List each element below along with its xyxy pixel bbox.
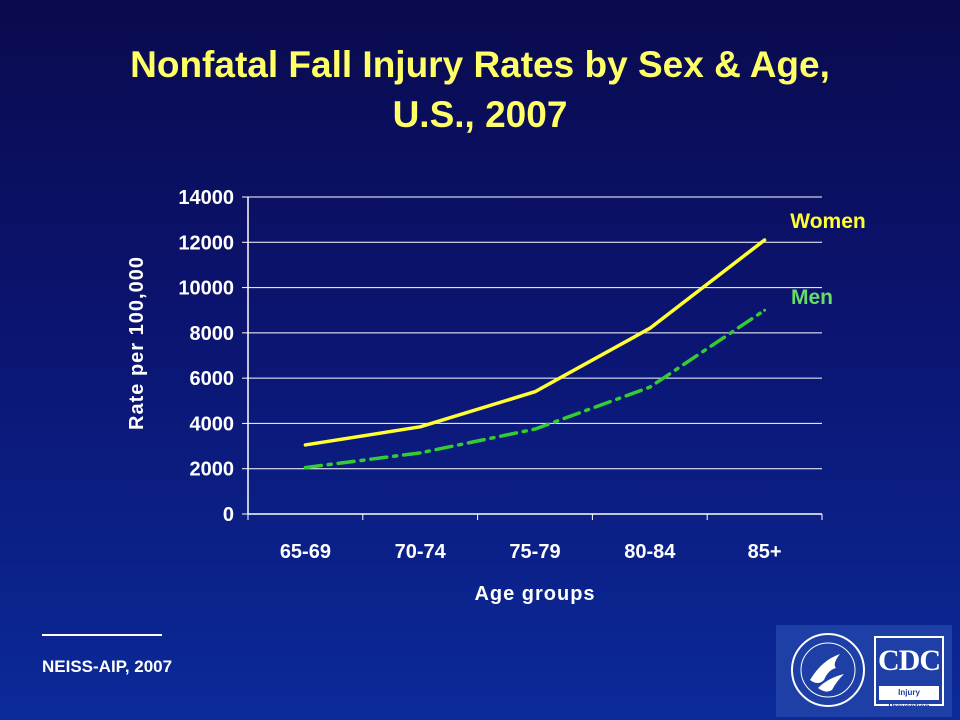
cdc-logo-subtext: Injury Prevention <box>879 686 939 711</box>
x-tick-label-75-79: 75-79 <box>509 541 560 563</box>
x-tick-label-80-84: 80-84 <box>624 541 676 563</box>
grid-lines <box>248 196 822 470</box>
y-tick-label-0: 0 <box>223 504 234 526</box>
data-point-women-85+ <box>763 238 767 242</box>
series-labels: Women Men <box>790 210 865 309</box>
data-point-men-65-69 <box>303 466 307 470</box>
x-tick-label-65-69: 65-69 <box>280 541 331 563</box>
chart-subtitle: U.S., 2007 <box>392 94 568 135</box>
chart-title: Nonfatal Fall Injury Rates by Sex & Age, <box>130 44 830 85</box>
footer-divider <box>42 634 162 636</box>
cdc-logo-text: CDC <box>878 644 941 677</box>
data-point-men-75-79 <box>533 427 537 431</box>
y-tick-labels: 0 2000 4000 6000 8000 10000 12000 14000 <box>178 187 234 526</box>
source-note: NEISS-AIP, 2007 <box>42 657 173 676</box>
series-label-men: Men <box>791 286 833 309</box>
data-point-men-80-84 <box>648 385 652 389</box>
y-tick-label-4000: 4000 <box>190 413 235 435</box>
y-tick-label-6000: 6000 <box>190 368 235 390</box>
y-tick-label-10000: 10000 <box>178 278 234 300</box>
y-tick-label-2000: 2000 <box>190 459 235 481</box>
series-label-women: Women <box>790 210 865 233</box>
data-point-women-80-84 <box>648 326 652 330</box>
y-tick-label-8000: 8000 <box>190 323 235 345</box>
data-point-women-75-79 <box>533 390 537 394</box>
data-point-women-65-69 <box>303 443 307 447</box>
y-axis-label: Rate per 100,000 <box>126 256 148 430</box>
data-point-women-70-74 <box>418 425 422 429</box>
data-point-men-85+ <box>763 308 767 312</box>
x-tick-label-70-74: 70-74 <box>395 541 447 563</box>
axes <box>242 196 823 520</box>
x-tick-labels: 65-69 70-74 75-79 80-84 85+ <box>280 541 782 563</box>
series-lines <box>303 238 767 470</box>
series-line-men <box>303 308 767 470</box>
x-axis-label: Age groups <box>474 583 595 605</box>
data-point-men-70-74 <box>418 451 422 455</box>
y-tick-label-12000: 12000 <box>178 232 234 254</box>
x-tick-label-85+: 85+ <box>748 541 782 563</box>
chart-title-block: Nonfatal Fall Injury Rates by Sex & Age,… <box>0 40 960 140</box>
series-line-women <box>303 238 767 447</box>
y-tick-label-14000: 14000 <box>178 187 234 209</box>
hhs-seal-logo <box>791 633 865 707</box>
cdc-logo: CDC Injury Prevention <box>874 636 944 711</box>
